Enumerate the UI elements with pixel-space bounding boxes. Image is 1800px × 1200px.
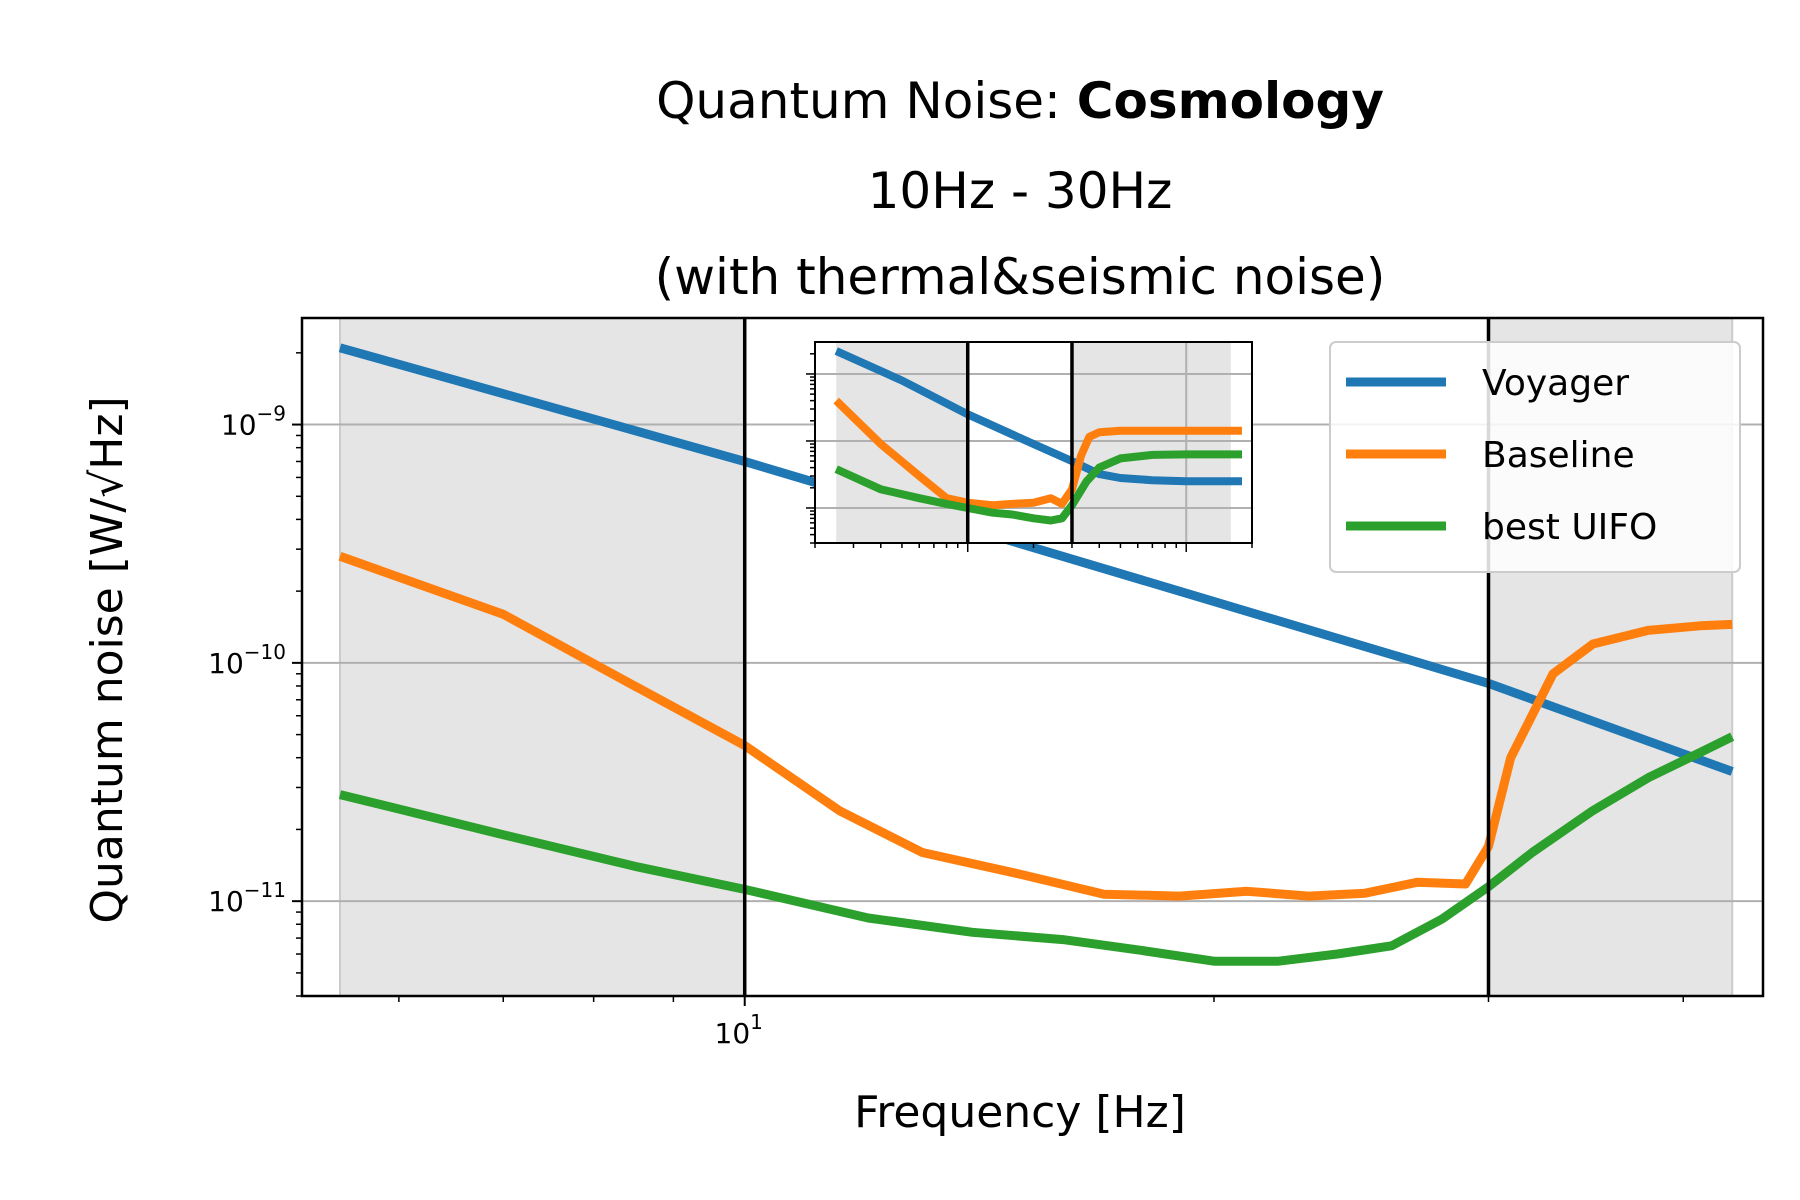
inset-plot-area [806,341,1253,552]
title-line-3: (with thermal&seismic noise) [655,248,1386,306]
shaded-band-0 [339,318,745,996]
y-tick-base: 10 [208,885,244,918]
inset-series-voyager [834,347,1242,486]
legend-label-1: Baseline [1482,435,1635,476]
inset-shaded-band-0 [836,342,968,543]
inset-series-baseline [833,397,1242,510]
inset-series-best-uifo [834,450,1242,525]
x-tick-base: 10 [715,1017,751,1050]
y-tick-exponent: −10 [244,640,286,664]
x-axis-label: Frequency [Hz] [854,1087,1186,1138]
inset-shaded-band-1 [1071,342,1231,543]
title-line-1: Quantum Noise: Cosmology [656,72,1384,130]
plot-frame [300,316,1765,998]
y-tick-label: 10−10 [208,640,286,680]
y-tick-exponent: −11 [244,878,286,902]
y-tick-base: 10 [221,409,257,442]
y-tick-label: 10−9 [221,402,286,442]
chart-title: Quantum Noise: Cosmology 10Hz - 30Hz (wi… [655,72,1386,306]
title-prefix: Quantum Noise: [656,72,1077,130]
legend-label-0: Voyager [1482,363,1629,404]
legend-label-2: best UIFO [1482,507,1657,548]
series-line-baseline [338,552,1733,901]
legend-box [1329,341,1741,573]
y-tick-base: 10 [208,647,244,680]
x-tick-exponent: 1 [750,1010,763,1034]
title-bold: Cosmology [1077,72,1384,130]
series-line-voyager [338,343,1734,776]
title-line-2: 10Hz - 30Hz [868,162,1173,220]
y-tick-exponent: −9 [257,402,286,426]
legend: Voyager Baseline best UIFO [1329,341,1741,573]
x-tick-label: 101 [715,1010,763,1050]
y-tick-label: 10−11 [208,878,286,918]
y-axis-label: Quantum noise [W/√Hz] [82,396,133,923]
